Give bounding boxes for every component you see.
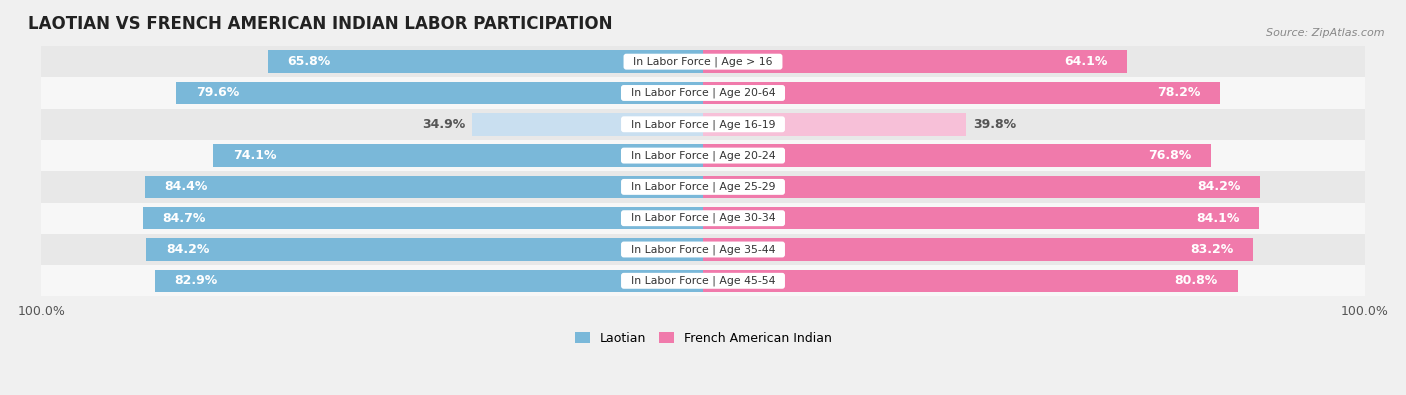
- Bar: [42, 46, 1364, 77]
- Text: 64.1%: 64.1%: [1064, 55, 1107, 68]
- Bar: [42, 171, 1364, 203]
- Text: In Labor Force | Age 45-54: In Labor Force | Age 45-54: [624, 276, 782, 286]
- Text: 76.8%: 76.8%: [1147, 149, 1191, 162]
- Bar: [703, 238, 1253, 261]
- Bar: [42, 109, 1364, 140]
- Text: 39.8%: 39.8%: [973, 118, 1017, 131]
- Text: 82.9%: 82.9%: [174, 274, 218, 287]
- Bar: [145, 176, 703, 198]
- Text: 84.2%: 84.2%: [1197, 181, 1240, 194]
- Text: 83.2%: 83.2%: [1191, 243, 1233, 256]
- Bar: [176, 82, 703, 104]
- Bar: [42, 77, 1364, 109]
- Text: In Labor Force | Age 20-64: In Labor Force | Age 20-64: [624, 88, 782, 98]
- Bar: [703, 269, 1237, 292]
- Text: 65.8%: 65.8%: [288, 55, 330, 68]
- Text: 79.6%: 79.6%: [197, 87, 239, 100]
- Text: In Labor Force | Age > 16: In Labor Force | Age > 16: [626, 56, 780, 67]
- Text: Source: ZipAtlas.com: Source: ZipAtlas.com: [1267, 28, 1385, 38]
- Bar: [267, 51, 703, 73]
- Text: In Labor Force | Age 20-24: In Labor Force | Age 20-24: [624, 150, 782, 161]
- Bar: [703, 82, 1220, 104]
- Bar: [703, 207, 1260, 229]
- Bar: [155, 269, 703, 292]
- Text: In Labor Force | Age 35-44: In Labor Force | Age 35-44: [624, 244, 782, 255]
- Text: In Labor Force | Age 25-29: In Labor Force | Age 25-29: [624, 182, 782, 192]
- Text: 34.9%: 34.9%: [422, 118, 465, 131]
- Text: 80.8%: 80.8%: [1174, 274, 1218, 287]
- Bar: [703, 176, 1260, 198]
- Bar: [42, 265, 1364, 297]
- Bar: [42, 203, 1364, 234]
- Text: 74.1%: 74.1%: [232, 149, 276, 162]
- Text: 84.2%: 84.2%: [166, 243, 209, 256]
- Text: LAOTIAN VS FRENCH AMERICAN INDIAN LABOR PARTICIPATION: LAOTIAN VS FRENCH AMERICAN INDIAN LABOR …: [28, 15, 613, 33]
- Bar: [472, 113, 703, 135]
- Bar: [703, 144, 1211, 167]
- Bar: [212, 144, 703, 167]
- Text: In Labor Force | Age 30-34: In Labor Force | Age 30-34: [624, 213, 782, 224]
- Legend: Laotian, French American Indian: Laotian, French American Indian: [569, 327, 837, 350]
- Text: 84.4%: 84.4%: [165, 181, 208, 194]
- Bar: [703, 51, 1128, 73]
- Text: In Labor Force | Age 16-19: In Labor Force | Age 16-19: [624, 119, 782, 130]
- Bar: [142, 207, 703, 229]
- Text: 78.2%: 78.2%: [1157, 87, 1201, 100]
- Bar: [146, 238, 703, 261]
- Bar: [42, 140, 1364, 171]
- Bar: [42, 234, 1364, 265]
- Text: 84.7%: 84.7%: [163, 212, 205, 225]
- Text: 84.1%: 84.1%: [1197, 212, 1240, 225]
- Bar: [703, 113, 966, 135]
